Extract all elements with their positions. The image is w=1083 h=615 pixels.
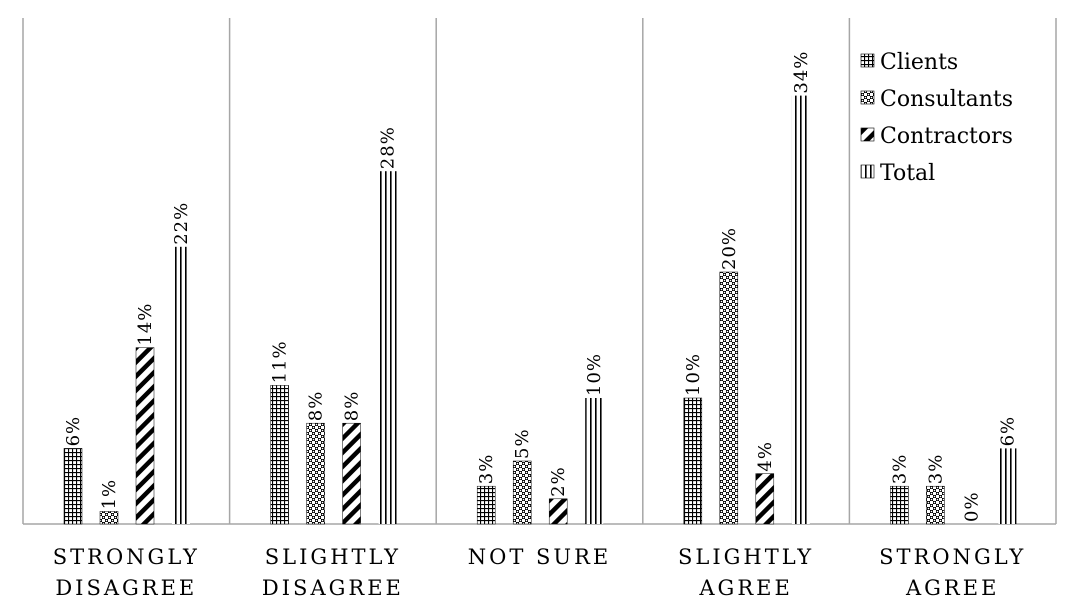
data-label: 8% bbox=[342, 391, 363, 422]
bar-consultants-3 bbox=[719, 271, 739, 525]
data-label: 5% bbox=[512, 428, 533, 459]
legend-swatch-contractors bbox=[860, 127, 875, 142]
data-label: 34% bbox=[791, 51, 812, 94]
data-label: 3% bbox=[889, 454, 910, 485]
legend-swatch-total bbox=[860, 164, 875, 179]
data-label: 3% bbox=[476, 454, 497, 485]
data-label: 1% bbox=[99, 479, 120, 510]
bar-total-1 bbox=[378, 171, 397, 524]
data-label: 0% bbox=[961, 491, 982, 522]
data-label: 2% bbox=[548, 466, 569, 497]
category-label: DISAGREE bbox=[55, 576, 197, 600]
bar-total-2 bbox=[585, 398, 604, 524]
bar-consultants-2 bbox=[512, 460, 532, 525]
data-label: 8% bbox=[306, 391, 327, 422]
bar-total-4 bbox=[998, 448, 1017, 524]
category-label: STRONGLY bbox=[53, 545, 200, 569]
legend-swatch-consultants bbox=[860, 90, 875, 105]
legend: Clients Consultants Contractors Total bbox=[860, 50, 1013, 186]
category-label: SLIGHTLY bbox=[265, 545, 401, 569]
data-label: 11% bbox=[270, 340, 291, 383]
category-labels-layer: STRONGLY DISAGREE SLIGHTLY DISAGREE NOT SURE… bbox=[53, 545, 1026, 600]
bar-contractors-1 bbox=[342, 422, 361, 525]
data-label: 6% bbox=[63, 416, 84, 447]
bar-clients-3 bbox=[683, 397, 703, 525]
legend-label-clients: Clients bbox=[880, 50, 958, 75]
category-label: STRONGLY bbox=[879, 545, 1026, 569]
data-label: 10% bbox=[584, 353, 605, 396]
bar-clients-0 bbox=[63, 448, 83, 525]
legend-swatch-clients bbox=[860, 53, 875, 68]
category-label: AGREE bbox=[698, 576, 792, 600]
data-label: 4% bbox=[755, 441, 776, 472]
data-label: 20% bbox=[719, 227, 740, 270]
bar-contractors-0 bbox=[135, 347, 155, 525]
legend-label-total: Total bbox=[880, 161, 935, 186]
data-label: 14% bbox=[135, 303, 156, 346]
category-label: NOT SURE bbox=[468, 545, 612, 569]
category-label: DISAGREE bbox=[262, 576, 404, 600]
bar-clients-1 bbox=[270, 385, 289, 525]
data-labels-layer: 6% 11% 3% 10% 3% 1% 8% 5% 20% 3% 14% 8% 2% 4% 0% 22% 28%… bbox=[63, 51, 1018, 522]
bar-consultants-0 bbox=[99, 511, 119, 525]
bar-total-3 bbox=[791, 95, 810, 524]
data-label: 3% bbox=[925, 454, 946, 485]
bar-clients-4 bbox=[890, 485, 909, 525]
bar-contractors-2 bbox=[548, 498, 568, 525]
category-label: AGREE bbox=[905, 576, 999, 600]
legend-label-contractors: Contractors bbox=[880, 124, 1013, 149]
data-label: 6% bbox=[997, 416, 1018, 447]
grid-layer bbox=[22, 18, 1057, 525]
bar-clients-2 bbox=[476, 485, 496, 525]
category-label: SLIGHTLY bbox=[678, 545, 814, 569]
data-label: 10% bbox=[683, 353, 704, 396]
bar-total-0 bbox=[172, 246, 190, 525]
data-label: 28% bbox=[378, 126, 399, 169]
legend-label-consultants: Consultants bbox=[880, 87, 1013, 112]
bar-consultants-1 bbox=[306, 422, 325, 525]
data-label: 22% bbox=[171, 202, 192, 245]
bars-layer bbox=[63, 95, 1017, 525]
bar-contractors-3 bbox=[755, 473, 775, 525]
bar-consultants-4 bbox=[926, 485, 945, 525]
